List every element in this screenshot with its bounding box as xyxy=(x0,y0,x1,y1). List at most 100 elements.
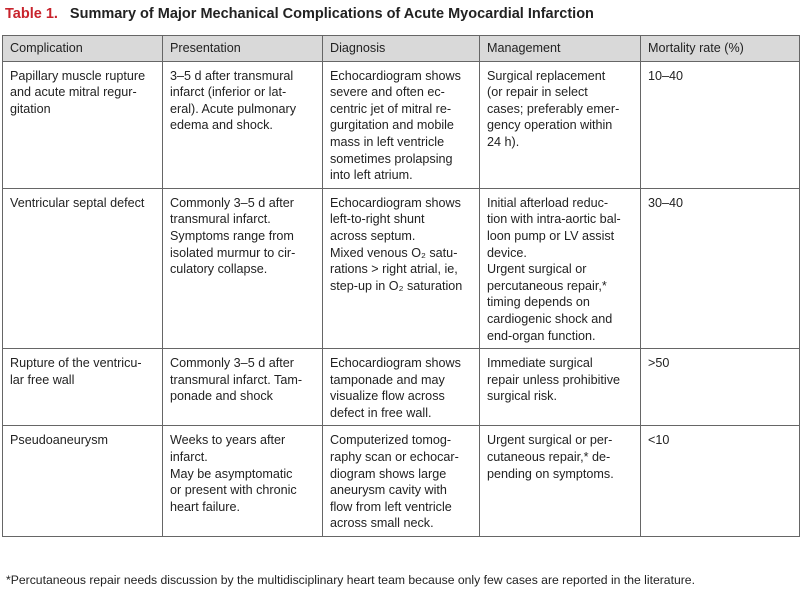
cell-line: left-to-right shunt xyxy=(330,212,425,227)
cell-line: visualize flow across xyxy=(330,389,445,404)
cell-line: 30–40 xyxy=(648,195,684,210)
table-label: Table 1. xyxy=(5,6,58,22)
cell-line: Computerized tomog- xyxy=(330,433,452,448)
column-header: Diagnosis xyxy=(322,35,480,62)
table-cell: Commonly 3–5 d after transmural infarct. … xyxy=(162,348,323,427)
cell-line: pending on symptoms. xyxy=(487,466,614,481)
cell-line: and acute mitral regur- xyxy=(10,85,137,100)
cell-line: Ventricular septal defect xyxy=(10,195,145,210)
cell-line: May be asymptomatic xyxy=(170,466,293,481)
cell-line: gitation xyxy=(10,101,51,116)
table-heading: Summary of Major Mechanical Complication… xyxy=(69,6,594,22)
table-cell: Rupture of the ventricu-lar free wall xyxy=(2,348,163,427)
cell-line: across small neck. xyxy=(330,516,434,531)
cell-line: heart failure. xyxy=(170,499,241,514)
cell-line: gency operation within xyxy=(487,118,613,133)
cell-line: aneurysm cavity with xyxy=(330,483,447,498)
table-row: Pseudoaneurysm Weeks to years after infarc… xyxy=(2,425,800,538)
cell-line: Weeks to years after xyxy=(170,433,286,448)
column-header: Mortality rate (%) xyxy=(640,35,800,62)
cell-line: into left atrium. xyxy=(330,168,413,183)
table-cell: >50 xyxy=(640,348,800,427)
cell-line: step-up in O₂ saturation xyxy=(330,278,463,293)
table-cell: Surgical replacement (or repair in select… xyxy=(479,60,641,189)
cell-line: culatory collapse. xyxy=(170,262,268,277)
cell-line: device. xyxy=(487,245,527,260)
cell-line: Symptoms range from xyxy=(170,228,294,243)
table-cell: 10–40 xyxy=(640,60,800,189)
cell-line: Urgent surgical or per- xyxy=(487,433,613,448)
table-cell: Weeks to years after infarct. May be asymp… xyxy=(162,425,323,538)
table-cell: <10 xyxy=(640,425,800,538)
table-cell: Computerized tomog-raphy scan or echocar… xyxy=(322,425,480,538)
cell-line: cases; preferably emer- xyxy=(487,101,620,116)
cell-line: transmural infarct. xyxy=(170,212,271,227)
cell-line: lar free wall xyxy=(10,372,75,387)
cell-line: tamponade and may xyxy=(330,372,445,387)
table-cell: 30–40 xyxy=(640,187,800,350)
cell-line: ponade and shock xyxy=(170,389,273,404)
cell-line: flow from left ventricle xyxy=(330,499,452,514)
table-cell: Papillary muscle rupture and acute mitral… xyxy=(2,60,163,189)
cell-line: Echocardiogram shows xyxy=(330,356,461,371)
cell-line: isolated murmur to cir- xyxy=(170,245,296,260)
cell-line: loon pump or LV assist xyxy=(487,228,615,243)
table-cell: Pseudoaneurysm xyxy=(2,425,163,538)
cell-line: defect in free wall. xyxy=(330,405,432,420)
table: Complication Presentation Diagnosis Managem… xyxy=(2,35,800,538)
cell-line: Immediate surgical xyxy=(487,356,593,371)
cell-line: diogram shows large xyxy=(330,466,447,481)
table-cell: Urgent surgical or per-cutaneous repair,… xyxy=(479,425,641,538)
cell-line: gurgitation and mobile xyxy=(330,118,454,133)
cell-line: infarct. xyxy=(170,450,208,465)
cell-line: <10 xyxy=(648,433,670,448)
table-cell: Echocardiogram shows left-to-right shunt a… xyxy=(322,187,480,350)
cell-line: Commonly 3–5 d after xyxy=(170,356,294,371)
table-cell: Ventricular septal defect xyxy=(2,187,163,350)
cell-line: centric jet of mitral re- xyxy=(330,101,452,116)
cell-line: severe and often ec- xyxy=(330,85,445,100)
header-row: Complication Presentation Diagnosis Managem… xyxy=(2,35,800,62)
table-cell: 3–5 d after transmural infarct (inferior … xyxy=(162,60,323,189)
cell-line: raphy scan or echocar- xyxy=(330,450,459,465)
column-header: Complication xyxy=(2,35,163,62)
cell-line: cutaneous repair,* de- xyxy=(487,450,611,465)
table-cell: Echocardiogram shows severe and often ec-… xyxy=(322,60,480,189)
cell-line: edema and shock. xyxy=(170,118,273,133)
cell-line: tion with intra-aortic bal- xyxy=(487,212,621,227)
cell-line: sometimes prolapsing xyxy=(330,151,453,166)
cell-line: timing depends on xyxy=(487,295,590,310)
cell-line: 10–40 xyxy=(648,68,684,83)
cell-line: Echocardiogram shows xyxy=(330,68,461,83)
cell-line: Urgent surgical or xyxy=(487,262,587,277)
cell-line: repair unless prohibitive xyxy=(487,372,621,387)
cell-line: Mixed venous O₂ satu- xyxy=(330,245,458,260)
cell-line: (or repair in select xyxy=(487,85,588,100)
cell-line: >50 xyxy=(648,356,670,371)
cell-line: mass in left ventricle xyxy=(330,134,445,149)
cell-line: or present with chronic xyxy=(170,483,297,498)
table-cell: Commonly 3–5 d after transmural infarct. S… xyxy=(162,187,323,350)
cell-line: cardiogenic shock and xyxy=(487,311,613,326)
column-header: Management xyxy=(479,35,641,62)
cell-line: 24 h). xyxy=(487,134,520,149)
table-cell: Initial afterload reduc-tion with intra-… xyxy=(479,187,641,350)
cell-line: transmural infarct. Tam- xyxy=(170,372,303,387)
cell-line: Rupture of the ventricu- xyxy=(10,356,142,371)
cell-line: end-organ function. xyxy=(487,328,596,343)
table-row: Rupture of the ventricu-lar free wall Com… xyxy=(2,348,800,427)
cell-line: percutaneous repair,* xyxy=(487,278,607,293)
table-row: Ventricular septal defect Commonly 3–5 d … xyxy=(2,187,800,350)
cell-line: Initial afterload reduc- xyxy=(487,195,609,210)
cell-line: eral). Acute pulmonary xyxy=(170,101,296,116)
table-body: Papillary muscle rupture and acute mitral… xyxy=(2,60,800,538)
cell-line: 3–5 d after transmural xyxy=(170,68,294,83)
cell-line: across septum. xyxy=(330,228,416,243)
cell-line: Pseudoaneurysm xyxy=(10,433,109,448)
footnote: *Percutaneous repair needs discussion by… xyxy=(6,573,695,587)
table-cell: Echocardiogram shows tamponade and may vis… xyxy=(322,348,480,427)
column-header: Presentation xyxy=(162,35,323,62)
table-title: Table 1. Summary of Major Mechanical Comp… xyxy=(5,6,594,22)
cell-line: Papillary muscle rupture xyxy=(10,68,146,83)
